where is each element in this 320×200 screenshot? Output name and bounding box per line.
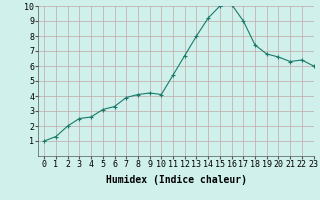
X-axis label: Humidex (Indice chaleur): Humidex (Indice chaleur) — [106, 175, 246, 185]
